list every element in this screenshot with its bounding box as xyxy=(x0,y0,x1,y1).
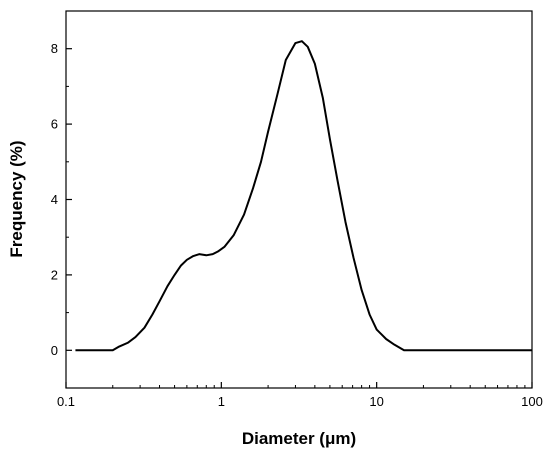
series-line xyxy=(75,40,532,352)
y-axis-ticks: 0 2 4 6 8 xyxy=(51,41,72,358)
x-axis-ticks: 0.1 1 10 100 xyxy=(57,382,543,409)
x-tick-label: 10 xyxy=(369,394,383,409)
x-tick-label: 1 xyxy=(218,394,225,409)
x-axis-label: Diameter (μm) xyxy=(242,429,356,448)
plot-area xyxy=(65,10,533,389)
y-tick-label: 8 xyxy=(51,41,58,56)
y-tick-label: 4 xyxy=(51,192,58,207)
y-axis-label: Frequency (%) xyxy=(7,140,26,257)
x-tick-label: 0.1 xyxy=(57,394,75,409)
y-tick-label: 2 xyxy=(51,267,58,282)
y-tick-label: 6 xyxy=(51,117,58,132)
x-tick-label: 100 xyxy=(521,394,543,409)
y-tick-label: 0 xyxy=(51,343,58,358)
